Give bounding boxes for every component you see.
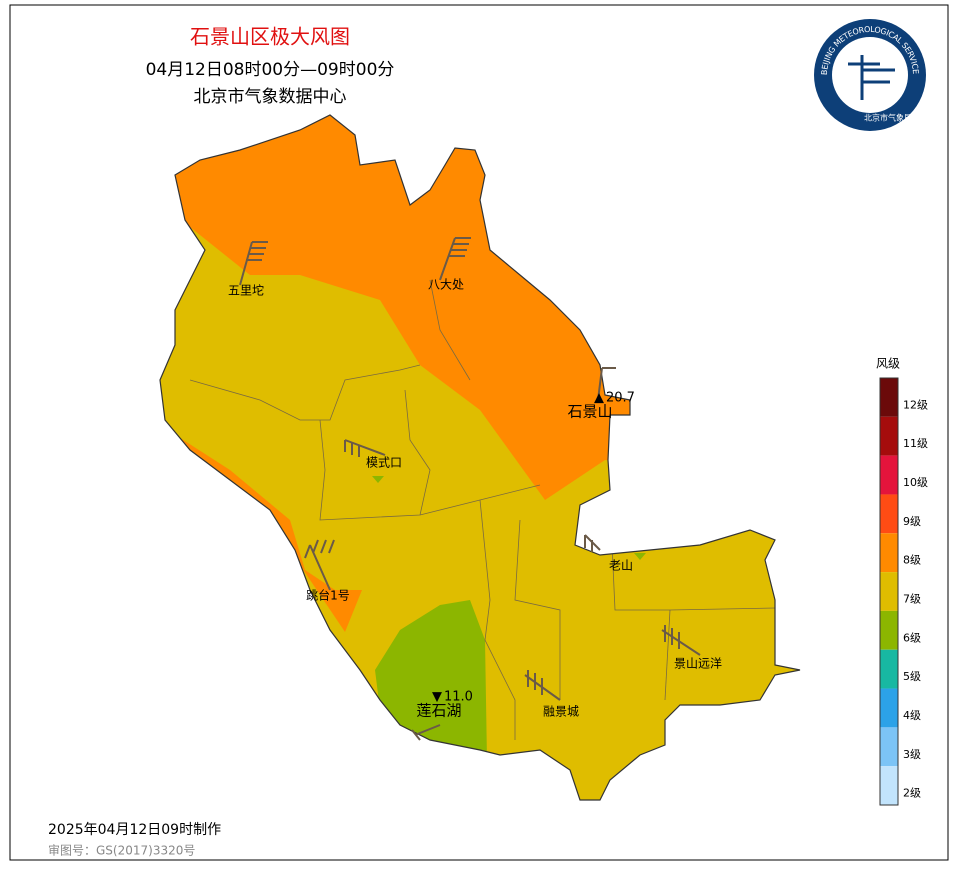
legend-swatch (880, 416, 898, 456)
legend-label: 10级 (903, 476, 928, 489)
station-label: 景山远洋 (674, 656, 722, 671)
legend-label: 3级 (903, 748, 921, 761)
district-lines (189, 279, 776, 740)
logo-emblem (848, 55, 895, 100)
legend-swatch (880, 649, 898, 689)
legend-label: 12级 (903, 398, 928, 411)
subtitle: 04月12日08时00分—09时00分 (146, 60, 395, 80)
legend-swatch (880, 572, 898, 611)
legend-swatch (880, 766, 898, 805)
wind-barbs (239, 237, 701, 741)
title: 石景山区极大风图 (190, 25, 350, 49)
legend-label: 4级 (903, 709, 921, 722)
min-marker-mosikou (372, 476, 384, 483)
legend-label: 5级 (903, 670, 921, 683)
station-label: 跳台1号 (306, 588, 350, 603)
min-arrow: ▼ (432, 690, 442, 705)
footer-review: 审图号：GS(2017)3320号 (48, 843, 195, 858)
legend-swatch (880, 727, 898, 767)
max-arrow: ▲ (594, 391, 604, 406)
source: 北京市气象数据中心 (194, 87, 347, 107)
legend-title: 风级 (876, 357, 900, 371)
min-marker-laoshan (634, 553, 646, 560)
station-label: 老山 (609, 559, 633, 573)
legend-swatch (880, 533, 898, 573)
frame (9, 4, 949, 861)
logo-name: 北京市气象局 (864, 113, 912, 123)
legend-swatch (880, 494, 898, 534)
logo: BEIJING METEOROLOGICAL SERVICE 北京市气象局 (814, 19, 926, 131)
legend-swatch (880, 378, 898, 417)
legend-label: 7级 (903, 593, 921, 606)
district-outline (159, 114, 801, 801)
zone-8-strip (160, 425, 362, 632)
legend-label: 11级 (903, 437, 928, 450)
station-label: 莲石湖 (416, 702, 461, 720)
legend-swatch (880, 610, 898, 650)
legend-swatch (880, 688, 898, 728)
station-label: 五里坨 (228, 283, 264, 298)
legend-label: 2级 (903, 787, 921, 800)
legend-label: 9级 (903, 515, 921, 528)
legend-border (879, 377, 899, 806)
legend-label: 8级 (903, 554, 921, 567)
station-label: 模式口 (366, 456, 402, 470)
station-label: 八大处 (428, 278, 464, 292)
station-label: 石景山 (567, 403, 612, 421)
zone-6 (375, 600, 487, 760)
max-value: 20.7 (606, 391, 635, 406)
station-label: 融景城 (543, 705, 579, 719)
legend-label: 6级 (903, 631, 921, 644)
legend-swatch (880, 455, 898, 495)
footer-made: 2025年04月12日09时制作 (48, 822, 221, 838)
legend: 12级 11级 10级 9级 8级 7级 6级 5级 4级 3级 2级 (879, 377, 928, 806)
logo-inner (832, 37, 908, 113)
min-value: 11.0 (444, 690, 473, 705)
